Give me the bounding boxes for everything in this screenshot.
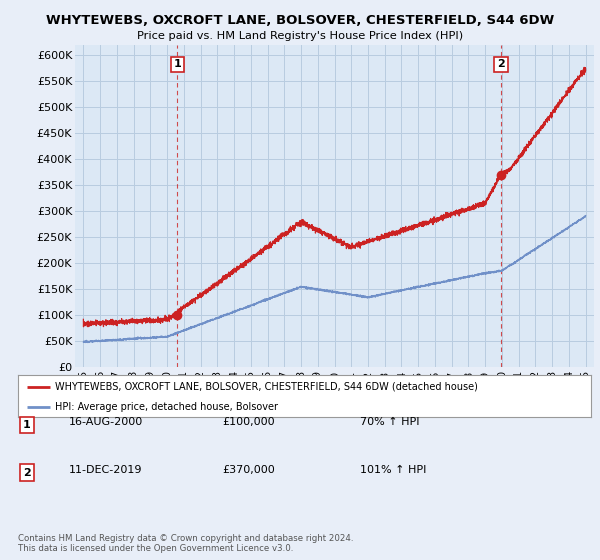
Text: Price paid vs. HM Land Registry's House Price Index (HPI): Price paid vs. HM Land Registry's House … — [137, 31, 463, 41]
Text: WHYTEWEBS, OXCROFT LANE, BOLSOVER, CHESTERFIELD, S44 6DW: WHYTEWEBS, OXCROFT LANE, BOLSOVER, CHEST… — [46, 14, 554, 27]
Text: Contains HM Land Registry data © Crown copyright and database right 2024.
This d: Contains HM Land Registry data © Crown c… — [18, 534, 353, 553]
Text: 2: 2 — [497, 59, 505, 69]
Text: WHYTEWEBS, OXCROFT LANE, BOLSOVER, CHESTERFIELD, S44 6DW (detached house): WHYTEWEBS, OXCROFT LANE, BOLSOVER, CHEST… — [55, 382, 478, 392]
Text: 70% ↑ HPI: 70% ↑ HPI — [360, 417, 419, 427]
Text: 11-DEC-2019: 11-DEC-2019 — [69, 465, 143, 475]
Text: 16-AUG-2000: 16-AUG-2000 — [69, 417, 143, 427]
Text: 2: 2 — [23, 468, 31, 478]
Text: HPI: Average price, detached house, Bolsover: HPI: Average price, detached house, Bols… — [55, 402, 278, 412]
Text: 101% ↑ HPI: 101% ↑ HPI — [360, 465, 427, 475]
Text: £100,000: £100,000 — [222, 417, 275, 427]
Text: 1: 1 — [173, 59, 181, 69]
Text: £370,000: £370,000 — [222, 465, 275, 475]
Text: 1: 1 — [23, 420, 31, 430]
